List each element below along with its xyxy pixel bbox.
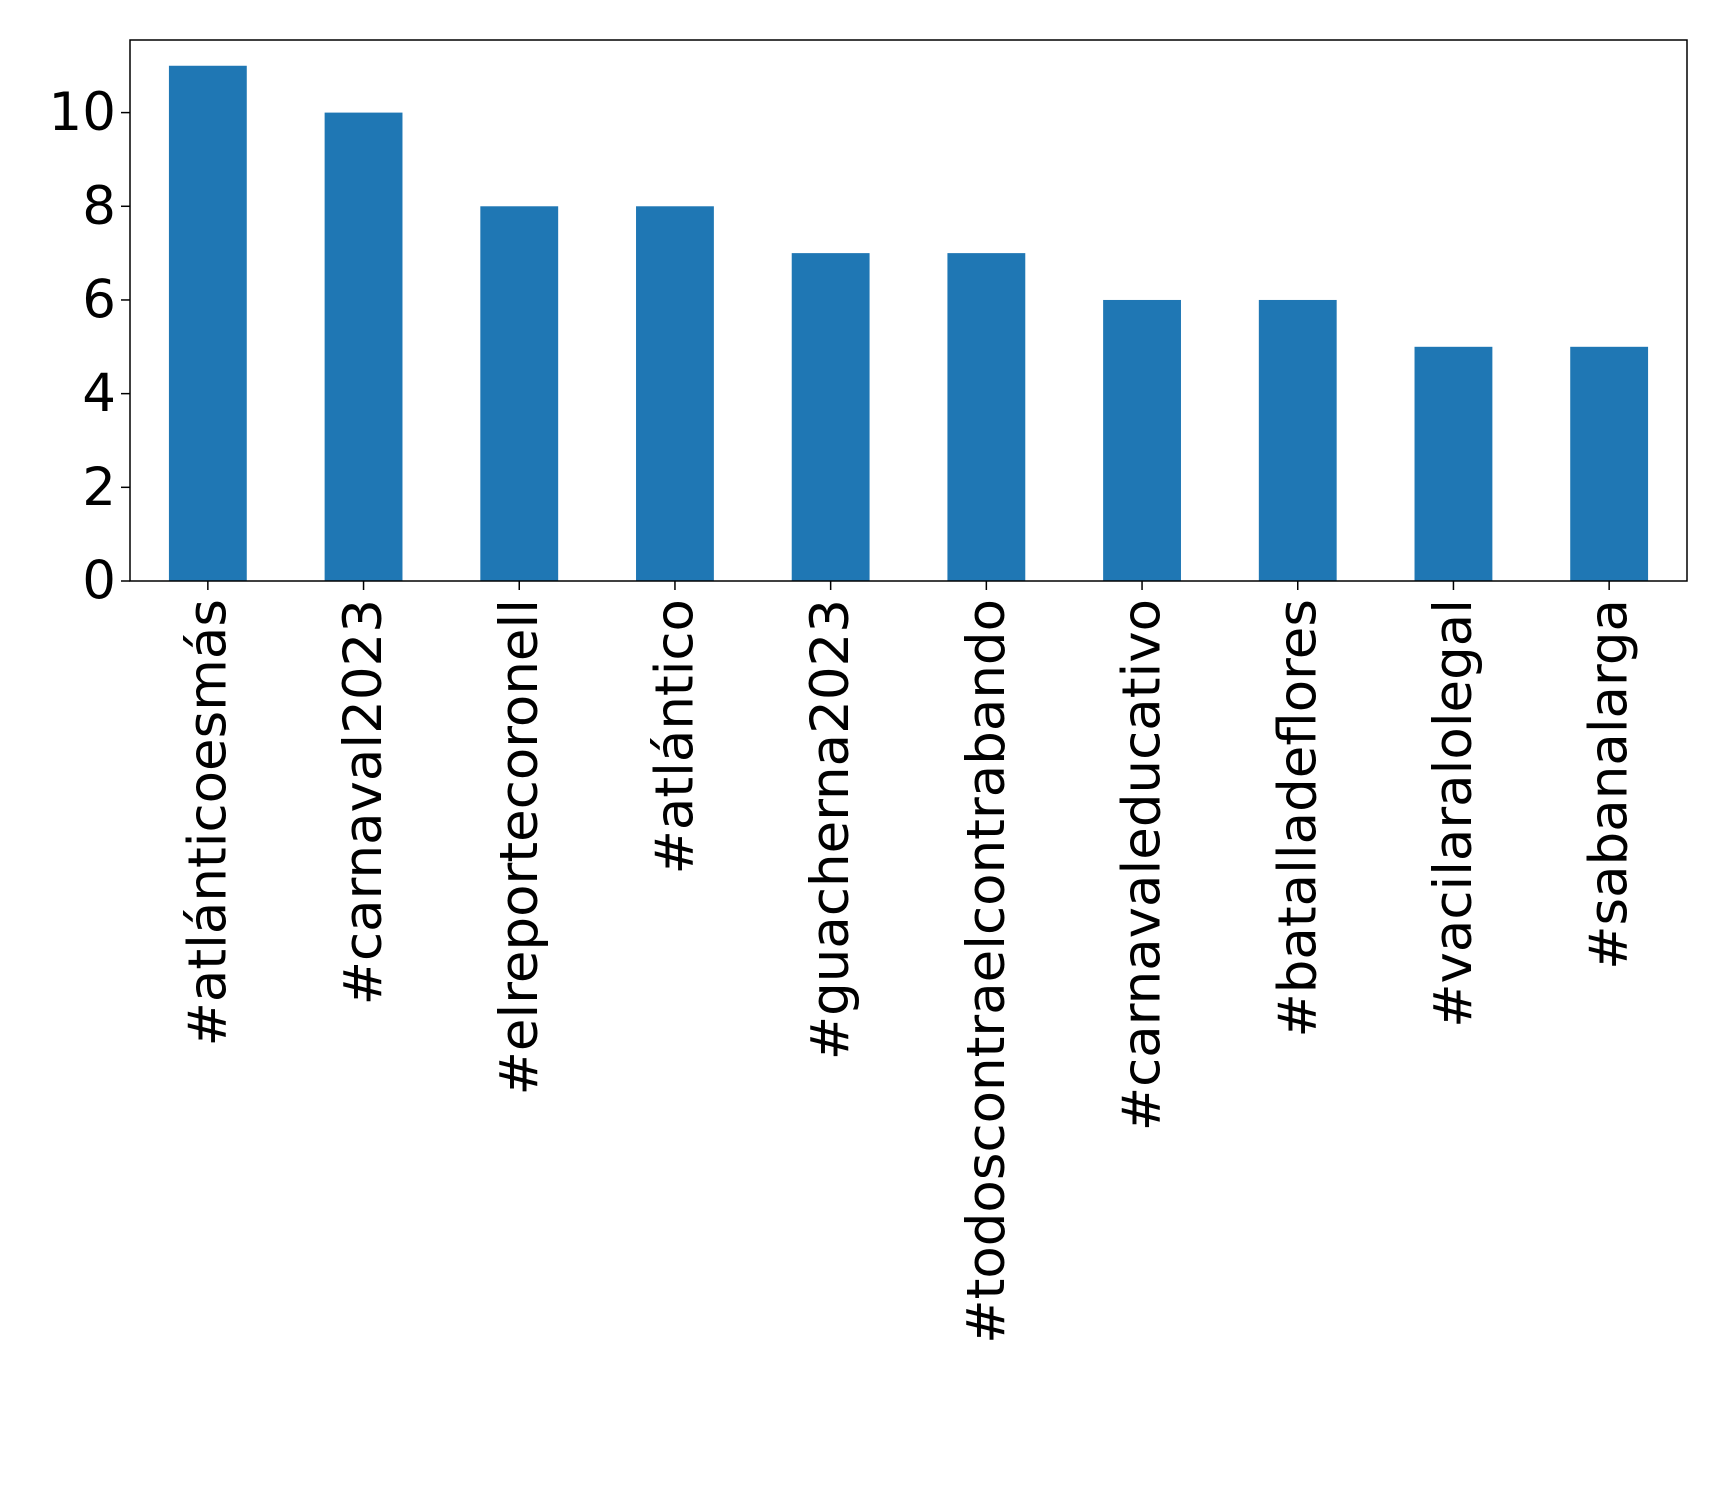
x-tick-label: #guacherna2023 [800,599,861,1060]
bar [480,206,559,582]
x-tick-label: #elreportecoronell [489,599,550,1096]
y-tick-label: 4 [82,363,116,424]
x-tick-label: #sabanalarga [1579,599,1640,970]
x-tick-label: #todoscontraelcontrabando [956,599,1017,1344]
bar [168,65,247,581]
x-tick-label: #carnavaleducativo [1112,599,1173,1131]
y-tick-label: 2 [82,457,116,518]
x-tick-label: #batalladeflores [1267,599,1328,1038]
bar [1570,346,1649,581]
x-tick-label: #carnaval2023 [333,599,394,1005]
y-tick-label: 6 [82,269,116,330]
y-tick-label: 10 [49,82,116,143]
x-tick-label: #atlántico [644,599,705,875]
bar [1414,346,1493,581]
bar [636,206,714,582]
bar [1103,299,1181,581]
x-tick-label: #atlánticoesmás [177,599,238,1046]
bar [1258,299,1337,581]
y-tick-label: 8 [82,176,116,237]
bar [324,112,403,581]
bar [791,253,870,581]
y-tick-label: 0 [82,551,116,612]
x-tick-label: #vacilaralolegal [1423,599,1484,1028]
bar [947,253,1026,581]
axes-frame [129,39,1688,582]
